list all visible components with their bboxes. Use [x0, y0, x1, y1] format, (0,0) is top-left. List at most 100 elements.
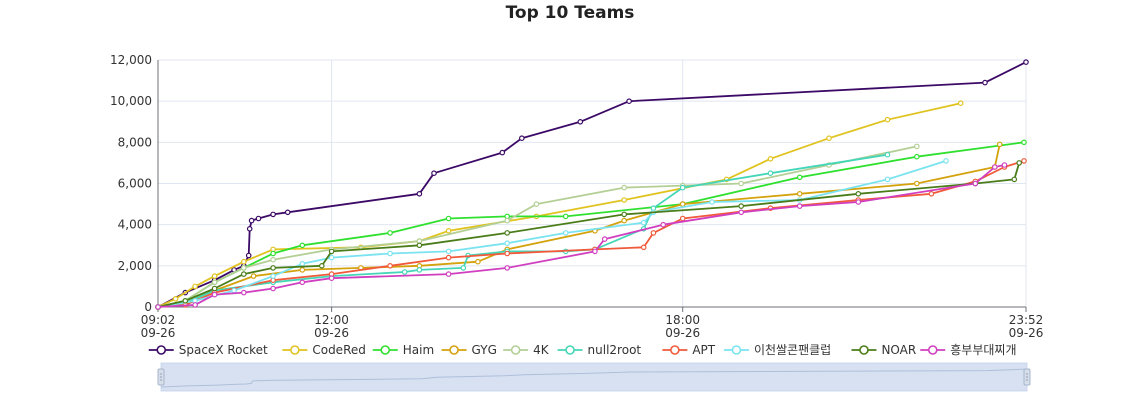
- data-point[interactable]: [445, 248, 452, 255]
- data-point[interactable]: [767, 156, 774, 162]
- data-point[interactable]: [231, 287, 237, 294]
- data-point[interactable]: [284, 209, 291, 216]
- data-point[interactable]: [626, 98, 632, 105]
- data-point[interactable]: [416, 191, 423, 197]
- data-point[interactable]: [270, 211, 276, 218]
- data-point[interactable]: [601, 236, 608, 242]
- data-point[interactable]: [445, 271, 452, 277]
- data-point[interactable]: [1016, 160, 1023, 166]
- legend-item-0[interactable]: SpaceX Rocket: [148, 343, 268, 357]
- data-point[interactable]: [318, 262, 325, 269]
- data-point[interactable]: [445, 254, 452, 261]
- data-point[interactable]: [640, 244, 647, 251]
- data-point[interactable]: [246, 226, 253, 232]
- data-point[interactable]: [738, 203, 745, 209]
- data-point[interactable]: [270, 273, 276, 279]
- data-point[interactable]: [738, 180, 745, 187]
- data-point[interactable]: [460, 265, 467, 271]
- data-point[interactable]: [241, 289, 247, 296]
- data-point[interactable]: [241, 271, 247, 277]
- data-point[interactable]: [445, 228, 452, 234]
- data-zoom-slider[interactable]: [157, 362, 1031, 392]
- data-point[interactable]: [155, 304, 161, 310]
- legend-item-5[interactable]: null2root: [557, 343, 642, 357]
- data-point[interactable]: [328, 248, 335, 255]
- data-point[interactable]: [211, 291, 218, 298]
- data-point[interactable]: [1021, 139, 1027, 146]
- data-point[interactable]: [1021, 158, 1027, 164]
- data-point[interactable]: [796, 174, 803, 181]
- data-point[interactable]: [855, 199, 862, 205]
- data-point[interactable]: [270, 250, 276, 257]
- data-point[interactable]: [245, 252, 252, 259]
- data-point[interactable]: [621, 197, 628, 203]
- data-point[interactable]: [255, 215, 262, 222]
- data-point[interactable]: [533, 201, 540, 207]
- data-point[interactable]: [972, 180, 979, 187]
- data-point[interactable]: [991, 164, 998, 170]
- data-point[interactable]: [577, 119, 584, 125]
- data-point[interactable]: [299, 242, 306, 249]
- data-point[interactable]: [182, 297, 189, 304]
- data-point[interactable]: [270, 285, 276, 292]
- data-point[interactable]: [416, 242, 423, 249]
- data-point[interactable]: [504, 230, 511, 236]
- data-point[interactable]: [660, 221, 667, 228]
- data-point[interactable]: [913, 153, 920, 160]
- data-point[interactable]: [982, 79, 988, 86]
- data-point[interactable]: [504, 217, 511, 224]
- data-point[interactable]: [172, 295, 179, 302]
- data-point[interactable]: [475, 258, 481, 265]
- data-point[interactable]: [1001, 162, 1008, 168]
- data-point[interactable]: [387, 262, 393, 269]
- data-point[interactable]: [518, 135, 525, 142]
- data-point[interactable]: [796, 191, 803, 197]
- data-point[interactable]: [855, 191, 862, 197]
- data-point[interactable]: [928, 191, 935, 197]
- data-point[interactable]: [270, 256, 276, 263]
- data-point[interactable]: [640, 219, 647, 226]
- data-point[interactable]: [738, 209, 745, 216]
- data-point[interactable]: [192, 283, 198, 290]
- data-point[interactable]: [504, 250, 511, 257]
- data-point[interactable]: [416, 267, 423, 273]
- legend-item-2[interactable]: Haim: [372, 343, 434, 357]
- data-point[interactable]: [211, 279, 218, 286]
- data-point[interactable]: [299, 279, 306, 286]
- data-point[interactable]: [943, 158, 949, 164]
- data-point[interactable]: [328, 254, 335, 261]
- data-point[interactable]: [241, 265, 247, 271]
- zoom-selected-range[interactable]: [161, 363, 1027, 391]
- legend-item-6[interactable]: APT: [662, 343, 716, 357]
- data-point[interactable]: [884, 116, 891, 123]
- data-point[interactable]: [679, 215, 686, 222]
- data-point[interactable]: [401, 269, 408, 275]
- data-point[interactable]: [1011, 176, 1018, 183]
- legend-item-9[interactable]: 흥부부대찌개: [920, 343, 1017, 357]
- data-point[interactable]: [957, 100, 964, 107]
- data-point[interactable]: [299, 267, 306, 273]
- data-point[interactable]: [387, 230, 393, 236]
- data-point[interactable]: [445, 215, 452, 222]
- data-point[interactable]: [562, 213, 569, 220]
- data-point[interactable]: [884, 176, 891, 183]
- data-point[interactable]: [709, 199, 715, 205]
- data-point[interactable]: [192, 302, 198, 308]
- data-point[interactable]: [299, 260, 306, 267]
- data-point[interactable]: [621, 217, 628, 224]
- data-point[interactable]: [796, 203, 803, 209]
- legend-item-1[interactable]: CodeRed: [282, 343, 366, 357]
- legend-item-4[interactable]: 4K: [503, 343, 550, 357]
- data-point[interactable]: [767, 170, 774, 177]
- zoom-track[interactable]: [160, 362, 1028, 392]
- data-point[interactable]: [679, 184, 686, 191]
- data-point[interactable]: [826, 135, 832, 142]
- data-point[interactable]: [211, 285, 218, 292]
- data-point[interactable]: [387, 250, 393, 257]
- data-point[interactable]: [211, 273, 218, 279]
- data-point[interactable]: [592, 248, 598, 255]
- data-point[interactable]: [913, 180, 920, 187]
- data-point[interactable]: [431, 170, 437, 177]
- data-point[interactable]: [328, 275, 335, 282]
- data-point[interactable]: [248, 217, 255, 224]
